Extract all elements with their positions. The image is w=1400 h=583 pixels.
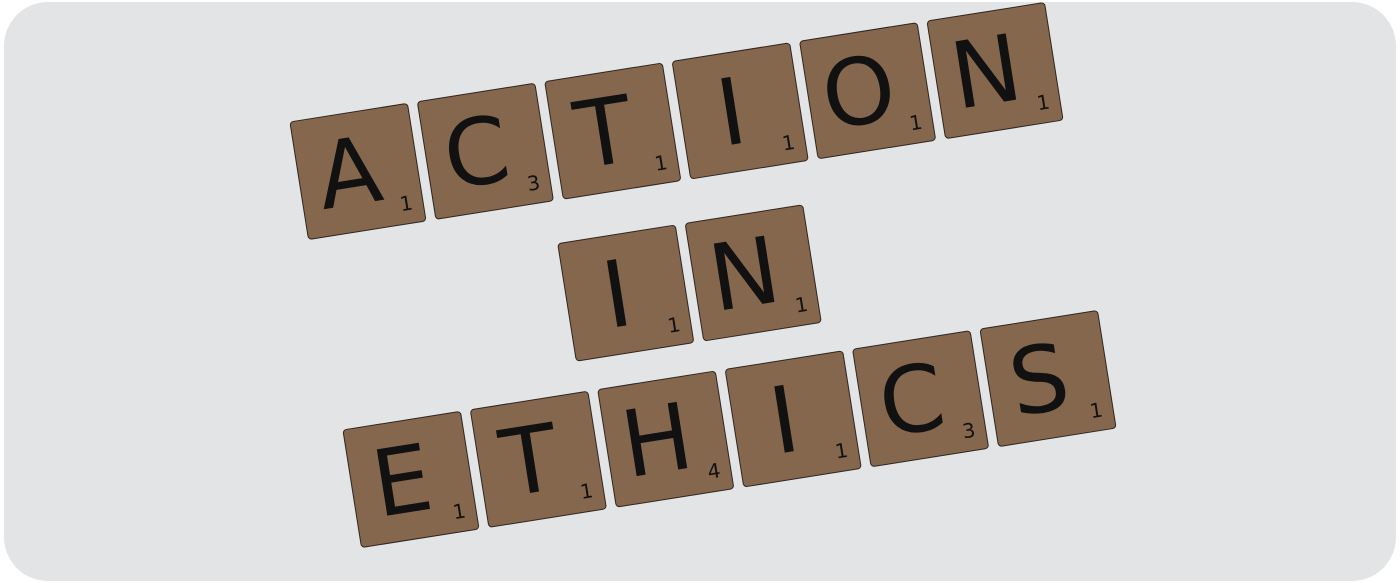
letter-tile: H 4	[597, 370, 735, 508]
tile-letter: C	[436, 95, 517, 212]
tile-letter: N	[702, 216, 787, 334]
tile-score: 1	[665, 312, 683, 338]
letter-tile: N 1	[684, 204, 822, 342]
tile-letter: I	[762, 365, 807, 476]
word-ethics: E 1 T 1 H 4 I 1 C 3 S 1	[342, 309, 1117, 549]
tile-score: 3	[960, 417, 977, 444]
letter-tile: A 1	[289, 102, 427, 241]
tile-letter: I	[709, 57, 754, 168]
letter-tile: E 1	[342, 410, 480, 549]
letter-tile: C 3	[851, 330, 990, 468]
letter-tile: I 1	[557, 224, 695, 362]
letter-tile: C 3	[416, 82, 555, 220]
tile-letter: T	[493, 403, 566, 519]
tile-letter: N	[943, 14, 1029, 131]
tile-score: 1	[652, 150, 670, 176]
tile-score: 1	[907, 109, 924, 136]
letter-tile: T 1	[544, 62, 682, 200]
tile-score: 3	[525, 170, 542, 196]
letter-tile: I 1	[724, 350, 862, 488]
letter-tile: T 1	[469, 390, 608, 528]
tile-letter: O	[814, 34, 903, 152]
tile-score: 1	[578, 478, 595, 504]
letter-tile: S 1	[979, 309, 1117, 448]
tile-letter: I	[595, 240, 639, 350]
tile-letter: T	[567, 75, 641, 191]
tile-score: 1	[1035, 89, 1052, 116]
word-action: A 1 C 3 T 1 I 1 O 1 N 1	[289, 2, 1064, 241]
tile-letter: A	[309, 115, 389, 232]
tile-score: 1	[1088, 397, 1105, 424]
tile-score: 1	[398, 190, 415, 217]
tile-letter: S	[1002, 323, 1077, 438]
banner-card: A 1 C 3 T 1 I 1 O 1 N 1 I 1 N 1	[4, 2, 1396, 581]
tile-letter: C	[871, 342, 952, 459]
letter-tile: O 1	[798, 22, 937, 160]
tile-letter: H	[614, 382, 700, 500]
letter-tile: N 1	[926, 2, 1064, 140]
tile-letter: E	[365, 423, 440, 539]
tile-score: 1	[793, 291, 810, 318]
tile-score: 1	[451, 498, 468, 525]
tile-score: 4	[705, 458, 723, 484]
letter-tile: I 1	[671, 42, 809, 180]
word-in: I 1 N 1	[557, 204, 822, 362]
tile-score: 1	[780, 129, 797, 156]
tile-score: 1	[833, 437, 850, 464]
